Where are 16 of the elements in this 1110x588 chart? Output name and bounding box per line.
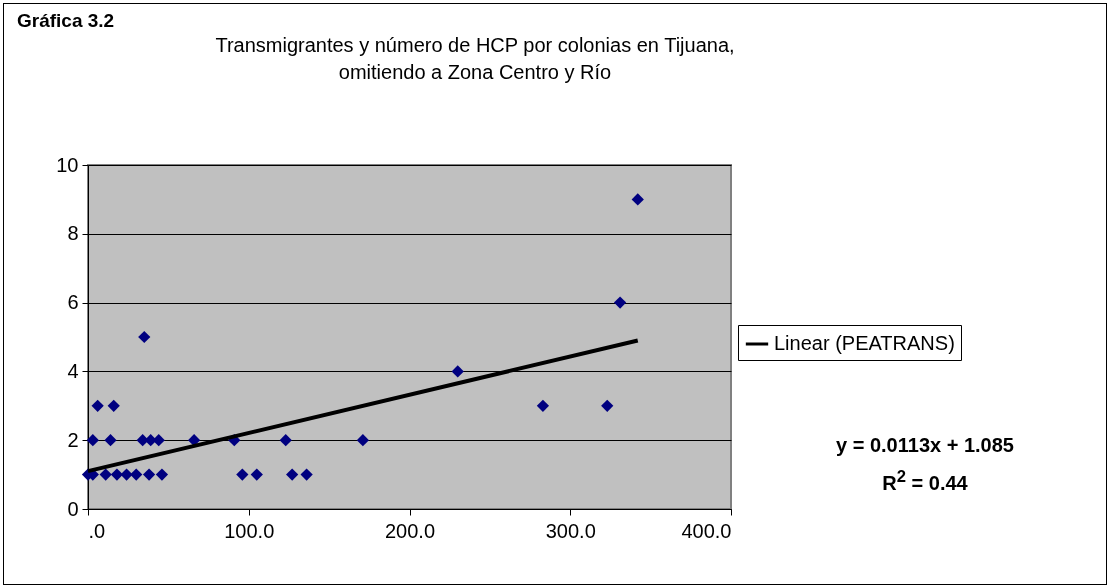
legend-label: Linear (PEATRANS) xyxy=(774,332,955,354)
y-tick-label: 10 xyxy=(56,153,79,176)
x-tick-label: .0 xyxy=(88,519,106,542)
y-tick-label: 8 xyxy=(67,222,79,245)
y-tick-label: 4 xyxy=(67,359,79,382)
x-tick-label: 300.0 xyxy=(545,519,596,542)
text: y = 0.0113x + 1.085 xyxy=(835,433,1015,458)
chart-subtitle: Transmigrantes y número de HCP por colonias en Tijuana, omitiendo a Zona Centro y Río xyxy=(214,33,736,85)
chart-title: Gráfica 3.2 xyxy=(17,10,115,32)
y-tick-label: 0 xyxy=(67,497,79,520)
y-tick-label: 6 xyxy=(67,291,79,314)
x-tick-label: 400.0 xyxy=(681,519,732,542)
x-tick-label: 100.0 xyxy=(224,519,275,542)
y-tick-label: 2 xyxy=(67,428,79,451)
x-tick-label: 200.0 xyxy=(384,519,436,542)
text: R$^{2}$ = 0.44 xyxy=(881,466,969,496)
